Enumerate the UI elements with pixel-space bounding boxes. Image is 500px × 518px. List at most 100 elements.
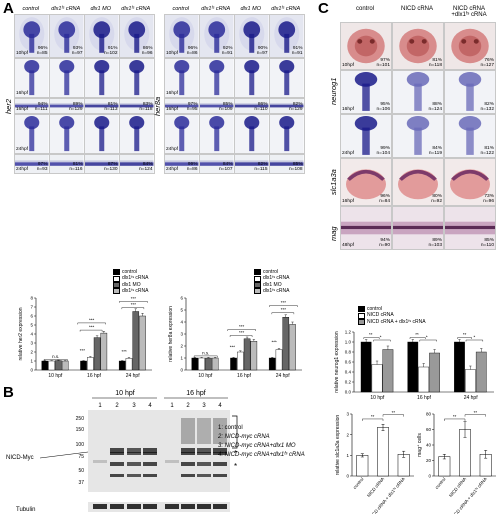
y-tick-label: 2 xyxy=(346,432,349,437)
percent-count: 89% n=129 xyxy=(69,102,82,112)
embryo-image: 16hpf 96% n=84 xyxy=(340,158,392,206)
percent-count: 81% n=113 xyxy=(104,102,117,112)
mag-bar-chart: 0 20 40 60 80 mag⁺ cells control NICD cRNANICD … xyxy=(417,410,496,514)
n-label: n=92 xyxy=(431,199,442,204)
her8a-image-grid: control dlx1ᶠˢ cRNA dlx1 MO dlx1ᶠˢ cRNA 10hp… xyxy=(164,6,306,306)
percent-count: 82% n=129 xyxy=(289,102,302,112)
percent-label: 73% xyxy=(484,194,494,199)
percent-count: 95% n=106 xyxy=(377,102,390,112)
y-axis-label: mag⁺ cells xyxy=(417,433,423,457)
percent-count: 76% n=127 xyxy=(481,58,494,68)
bar xyxy=(139,315,146,371)
embryo-image: 24hpf xyxy=(14,114,50,154)
marker-label: 100 xyxy=(76,442,85,448)
x-tick-label: NICD cRNA + dlx1ᶠˢ cRNA xyxy=(450,476,488,514)
x-tick-label: NICD cRNA xyxy=(448,476,467,498)
percent-count: 92% n=91 xyxy=(222,46,233,56)
significance-bracket xyxy=(193,355,218,358)
percent-label: 82% xyxy=(257,162,268,167)
y-tick-label: 1.0 xyxy=(345,340,352,345)
column-header: dlx1 MO xyxy=(240,6,261,12)
percent-label: 97% xyxy=(37,162,48,167)
embryo-image: 82% n=115 xyxy=(234,154,270,174)
y-axis-label: relative her8a expression xyxy=(168,306,174,362)
n-label: n=122 xyxy=(480,151,494,156)
n-label: n=97 xyxy=(71,51,83,56)
embryo-image: 24hpf 97% n=93 xyxy=(14,154,50,174)
embryo-image: 90% n=97 xyxy=(234,14,270,58)
x-tick-label: 16 hpf xyxy=(417,395,432,401)
y-tick-label: 20 xyxy=(426,458,432,463)
her2-image-grid: control dlx1ᶠˢ cRNA dlx1 MO dlx1ᶠˢ cRNA 10hp… xyxy=(14,6,156,306)
embryo-image xyxy=(119,58,155,98)
percent-label: 94% xyxy=(37,102,48,107)
embryo-image: 24hpf xyxy=(164,114,200,154)
significance-label: *** xyxy=(131,296,137,301)
blot-band xyxy=(110,448,124,453)
percent-label: 81% xyxy=(484,146,494,151)
blot-band xyxy=(213,474,227,477)
y-tick-label: 80 xyxy=(426,412,432,417)
panel-label-c: C xyxy=(318,0,329,17)
y-tick-label: 7 xyxy=(30,305,33,310)
n-label: n=104 xyxy=(376,151,390,156)
percent-count: 90% n=97 xyxy=(257,46,268,56)
blot-band xyxy=(165,460,179,463)
blot-band xyxy=(110,452,124,455)
percent-count: 81% n=118 xyxy=(429,58,442,68)
n-label: n=90 xyxy=(379,243,390,248)
n-label: n=110 xyxy=(254,107,268,112)
embryo-image xyxy=(234,114,270,154)
bar xyxy=(360,341,372,393)
significance-label: *** xyxy=(281,307,287,312)
stage-label: 24hpf xyxy=(16,167,29,172)
n-label: n=124 xyxy=(139,167,153,172)
marker-label: 37 xyxy=(78,480,84,486)
her8a-gene-label: her8a xyxy=(153,96,162,116)
column-header: NICD cRNA +dlx1ᶠˢ cRNA xyxy=(451,6,487,18)
n-label: n=109 xyxy=(219,107,233,112)
significance-bracket xyxy=(464,414,486,417)
embryo-image: 81% n=116 xyxy=(49,154,85,174)
percent-label: 81% xyxy=(107,102,118,107)
column-header: NICD cRNA xyxy=(400,6,433,12)
significance-bracket xyxy=(227,329,256,331)
gene-label: slc1a3a xyxy=(329,169,338,195)
lane-number: 1 xyxy=(98,403,102,409)
significance-label: * xyxy=(474,335,476,340)
column-header: dlx1ᶠˢ cRNA xyxy=(201,6,231,12)
marker-label: 75 xyxy=(78,454,84,460)
significance-label: *** xyxy=(89,325,95,330)
y-tick-label: 0 xyxy=(30,368,33,373)
stage-label: 24hpf xyxy=(342,151,355,156)
bar xyxy=(382,349,394,393)
y-tick-label: 0.0 xyxy=(345,390,352,395)
significance-bracket xyxy=(269,305,298,307)
embryo-image xyxy=(234,58,270,98)
blot-smear xyxy=(213,418,227,444)
embryo-image: 16hpf xyxy=(164,58,200,98)
her2-bar-chart: 0 1 2 3 4 5 6 7 8 relative her2 expression 10 hpf 1… xyxy=(18,296,152,379)
y-tick-label: 2 xyxy=(180,344,183,349)
percent-count: 86% n=110 xyxy=(254,102,267,112)
embryo-image: 86% n=96 xyxy=(119,14,155,58)
percent-count: 82% n=115 xyxy=(254,162,267,172)
lane-number: 3 xyxy=(202,403,206,409)
column-header: dlx1ᶠˢ cRNA xyxy=(121,6,151,12)
percent-count: 84% n=119 xyxy=(429,146,442,156)
legend-a-her8a: control dlx1ᶠˢ cRNA dlx1 MO dlx1ᶠˢ cRNA xyxy=(254,269,289,295)
tubulin-band xyxy=(93,504,107,509)
marker-label: 50 xyxy=(78,468,84,474)
stage-label: 24hpf xyxy=(166,167,179,172)
percent-label: 76% xyxy=(484,58,494,63)
percent-count: 89% n=103 xyxy=(429,238,442,248)
embryo-image: 82% n=129 xyxy=(269,98,305,114)
group-header-16hpf: 16 hpf xyxy=(186,390,206,397)
n-label: n=84 xyxy=(379,199,390,204)
embryo-image: 92% n=91 xyxy=(199,14,235,58)
percent-label: 99% xyxy=(187,162,198,167)
percent-label: 96% xyxy=(187,46,198,51)
bar xyxy=(237,351,244,371)
asterisk: * xyxy=(234,449,237,458)
embryo-image xyxy=(49,114,85,154)
